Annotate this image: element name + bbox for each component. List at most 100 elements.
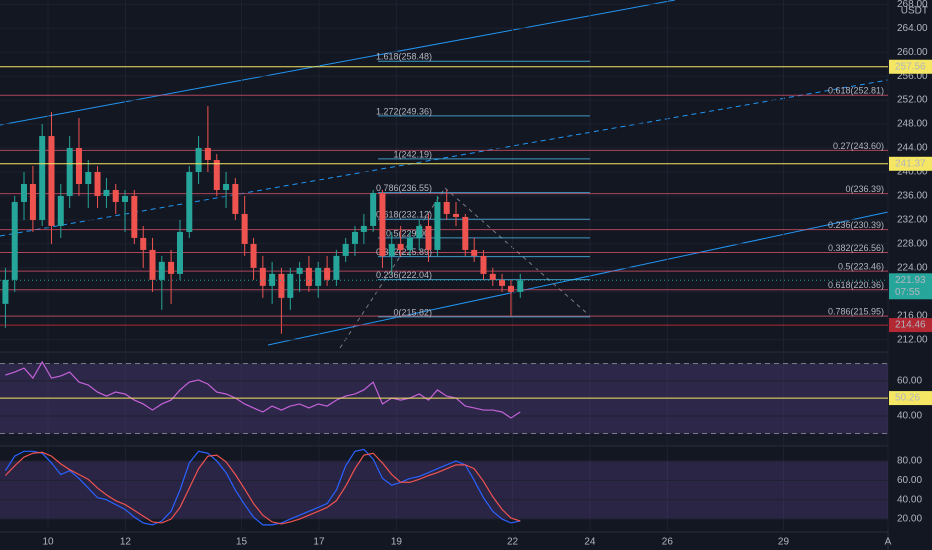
indicator-line: [5, 360, 521, 419]
y-tick-label: 260.00: [897, 47, 928, 58]
y-tick-label: 264.00: [897, 23, 928, 34]
y-tick-label: 80.00: [897, 456, 922, 467]
indicator-line: [4, 451, 521, 525]
x-tick-label: A: [885, 537, 892, 548]
candle-body: [75, 148, 82, 184]
candle-body: [112, 189, 119, 202]
candle-body: [158, 261, 165, 280]
x-tick-label: 19: [391, 537, 403, 548]
fib-label: 0.786(215.95): [828, 307, 884, 317]
candle-body: [287, 273, 294, 298]
candle-body: [186, 172, 193, 232]
fib-label: 0.618(252.81): [828, 86, 884, 96]
candle-body: [177, 231, 183, 274]
candle-body: [11, 201, 18, 280]
candle-body: [379, 192, 386, 256]
candle-body: [122, 195, 129, 202]
y-tick-label: 236.00: [897, 191, 928, 202]
channel-lower: [267, 211, 889, 346]
candle-body: [2, 279, 9, 304]
candle-body: [360, 225, 367, 232]
x-tick-label: 17: [313, 537, 325, 548]
candle-body: [397, 243, 404, 250]
y-tick-label: 40.00: [897, 411, 922, 422]
price-badge-label: 241.37: [895, 158, 926, 169]
last-price-label: 221.93: [895, 275, 926, 286]
price-badge: [889, 318, 932, 333]
candle-body: [351, 231, 358, 244]
band: [0, 460, 888, 520]
candle-body: [168, 261, 175, 274]
candle-body: [471, 249, 478, 256]
candle-body: [103, 189, 110, 196]
fib-label: 0.5(229.00): [386, 228, 432, 238]
fib-label: 0.382(226.56): [828, 243, 884, 253]
channel-upper: [0, 0, 676, 126]
candle-body: [149, 249, 156, 280]
fib-label: 0.236(222.04): [376, 270, 432, 280]
price-badge: [889, 156, 932, 171]
candle-body: [241, 213, 248, 244]
candle-body: [66, 148, 73, 196]
candle-body: [57, 195, 64, 226]
y-tick-label: 244.00: [897, 143, 928, 154]
candle-body: [94, 172, 101, 196]
fib-label: 0.27(243.60): [833, 141, 884, 151]
fib-label: 0.786(236.55): [376, 183, 432, 193]
candle-body: [333, 255, 340, 280]
candle-body: [315, 267, 322, 286]
candle-body: [85, 172, 92, 184]
x-tick-label: 26: [662, 537, 674, 548]
fib-label: 0.382(225.89): [376, 247, 432, 257]
y-tick-label: 216.00: [897, 310, 928, 321]
y-tick-label: 256.00: [897, 71, 928, 82]
candle-body: [232, 183, 239, 214]
fib-label: 1.272(249.36): [376, 106, 432, 116]
x-tick-label: 29: [778, 537, 790, 548]
candle-body: [39, 136, 46, 220]
y-tick-label: 60.00: [897, 376, 922, 387]
candle-body: [434, 201, 441, 250]
x-tick-label: 24: [584, 537, 596, 548]
fib-label: 0.618(220.36): [828, 280, 884, 290]
y-tick-label: 228.00: [897, 239, 928, 250]
y-tick-label: 224.00: [897, 263, 928, 274]
candle-body: [278, 273, 285, 298]
y-tick-label: 232.00: [897, 215, 928, 226]
candle-body: [296, 267, 303, 274]
candle-body: [499, 279, 506, 286]
candle-body: [259, 267, 266, 286]
y-tick-label: 20.00: [897, 514, 922, 525]
candle-body: [223, 183, 230, 190]
candle-body: [131, 195, 138, 238]
candle-body: [48, 136, 55, 226]
y-tick-label: 248.00: [897, 119, 928, 130]
fib-label: 1(242.19): [393, 149, 432, 159]
candle-body: [204, 148, 211, 161]
candle-body: [250, 243, 257, 268]
x-tick-label: 10: [42, 537, 54, 548]
candle-body: [342, 243, 349, 256]
candle-body: [29, 183, 36, 220]
candle-body: [388, 243, 395, 256]
price-badge: [889, 59, 932, 74]
candle-body: [370, 192, 377, 226]
channel-middle: [0, 79, 889, 237]
indicator-line: [4, 448, 521, 526]
candle-body: [480, 255, 487, 274]
candle-body: [406, 237, 413, 250]
candle-body: [416, 225, 423, 238]
y-tick-label: 40.00: [897, 494, 922, 505]
candle-body: [425, 225, 432, 250]
y-tick-label: 240.00: [897, 167, 928, 178]
last-price-badge: [889, 273, 932, 300]
x-tick-label: 22: [507, 537, 519, 548]
y-tick-label: 252.00: [897, 95, 928, 106]
fib-label: 0.618(232.12): [376, 210, 432, 220]
candle-body: [489, 273, 496, 280]
trend-dashed: [444, 187, 591, 317]
price-badge-label: 50.26: [895, 393, 920, 404]
candle-body: [453, 213, 459, 217]
candle-body: [462, 216, 469, 250]
